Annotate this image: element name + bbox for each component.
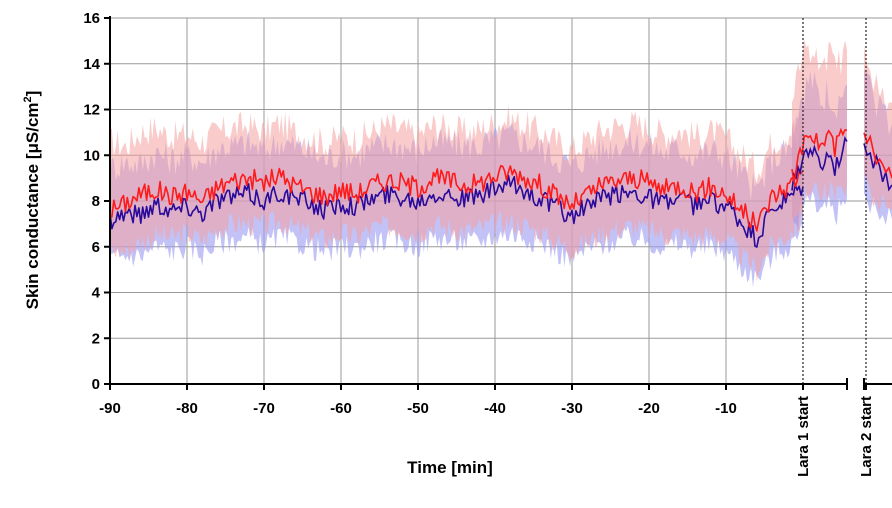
event-label: Lara 1 start: [795, 396, 812, 477]
x-tick-label: -10: [715, 400, 737, 417]
y-tick-label: 12: [83, 102, 100, 119]
y-axis-title-close: ]: [23, 91, 42, 97]
event-segment-red-line: [863, 132, 892, 179]
series-1-line: [109, 174, 804, 248]
event-segment-red-band: [792, 39, 847, 222]
y-axis-title-superscript: 2: [22, 96, 34, 102]
axis-layer: [104, 16, 892, 390]
y-axis-title: Skin conductance [μS/cm2]: [22, 91, 42, 310]
x-tick-label: -70: [253, 400, 275, 417]
x-tick-label: -30: [561, 400, 583, 417]
x-tick-label: -60: [330, 400, 352, 417]
x-tick-label: -20: [638, 400, 660, 417]
y-tick-label: 2: [92, 330, 100, 347]
x-tick-label: -40: [484, 400, 506, 417]
x-tick-label: -50: [407, 400, 429, 417]
event-segment-blue-line: [791, 135, 848, 191]
line-layer: [109, 127, 892, 248]
y-tick-label: 0: [92, 376, 100, 393]
y-tick-label: 16: [83, 10, 100, 27]
y-tick-label: 6: [92, 239, 100, 256]
x-axis-title: Time [min]: [407, 458, 493, 477]
y-tick-label: 10: [83, 147, 100, 164]
y-tick-label: 8: [92, 193, 100, 210]
band-layer: [110, 39, 892, 288]
event-label: Lara 2 start: [858, 396, 875, 477]
label-layer: 0 2 4 6 8 10 12 14 16 -90 -80 -70 -60 -50 -40 -30 -20 -10…: [83, 10, 875, 477]
y-tick-label: 14: [83, 56, 100, 73]
series-0-range-band: [110, 103, 803, 282]
y-axis-title-main: Skin conductance [μS/cm: [23, 102, 42, 309]
series-0-line: [109, 165, 804, 232]
y-tick-label: 4: [92, 285, 101, 302]
event-layer: [802, 18, 867, 384]
event-segment-red-line: [791, 127, 848, 183]
x-tick-label: -80: [176, 400, 198, 417]
x-tick-label: -90: [99, 400, 121, 417]
